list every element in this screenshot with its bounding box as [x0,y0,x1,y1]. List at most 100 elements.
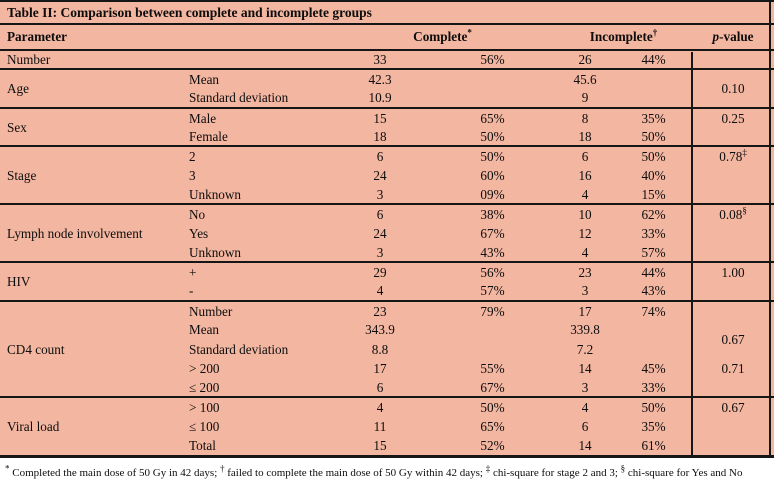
cell-subparameter: Male [185,106,331,128]
cell-subparameter: - [189,283,194,299]
cell-value: 343.9 [365,322,395,338]
incomplete-header-label: Incomplete [589,29,653,44]
cell-value: 6 [581,418,589,434]
footnote-marker: § [620,463,626,474]
cell-pvalue [692,166,774,185]
cell-subparameter: ≤ 200 [189,379,220,395]
cell-pvalue: 0.08§ [692,203,774,224]
cell-value: 42.3 [330,68,431,89]
footnote-marker: ‡ [742,147,747,158]
cell-value: 50% [615,145,693,166]
cell-value: 10.9 [368,90,392,106]
cell-subparameter: Standard deviation [189,90,289,106]
cell-parameter: Viral load [0,396,185,456]
cell-value: 4 [581,244,589,260]
cell-value: 6 [555,145,616,166]
cell-value: 7.2 [576,341,594,357]
cell-pvalue: 0.67 [692,396,774,417]
incomplete-footnote-marker: † [652,27,658,38]
cell-value: 45% [641,360,666,376]
cell-pvalue: 1.00 [692,261,774,282]
table-row: - 4 57% 3 43% [0,282,774,301]
footnote-marker: ‡ [485,463,491,474]
cell-value: 67% [480,379,505,395]
cell-subparameter: ≤ 100 [189,418,220,434]
cell-value: 44% [641,52,666,68]
cell-pvalue [692,378,774,397]
complete-footnote-marker: * [467,27,472,38]
cell-value [615,320,692,339]
cell-value: 17 [555,299,616,321]
cell-subparameter: > 200 [189,360,220,376]
cell-parameter: HIV [0,261,185,301]
table-row: ≤ 200 6 67% 3 33% [0,378,774,397]
cell-value: 33% [641,225,666,241]
cell-subparameter: Yes [189,225,209,241]
cell-pvalue [692,436,774,455]
cell-parameter: Age [0,68,185,108]
complete-header-label: Complete [413,29,468,44]
cell-value: 45.6 [555,68,616,89]
cell-value: 24 [373,167,387,183]
cell-value: 17 [373,360,387,376]
table-row: Standard deviation 10.9 9 [0,89,774,108]
cell-value: 29 [330,261,431,282]
cell-value: 4 [581,186,589,202]
header-row: Parameter Complete* Incomplete† p-value [0,25,774,51]
table-row: > 200 17 55% 14 45% 0.71 [0,359,774,378]
table-row: HIV +29 56% 23 44% 1.00 [0,261,774,301]
cell-value: 40% [641,167,666,183]
cell-parameter: Number [7,52,51,68]
cell-value: 12 [578,225,592,241]
cell-subparameter: 2 [185,145,331,166]
pvalue-p-italic: p [712,29,720,44]
cell-pvalue: 0.10 [692,68,774,108]
cell-subparameter: Total [189,438,216,454]
cell-value: 52% [480,438,505,454]
cell-parameter: Sex [0,106,185,147]
cell-value: 50% [641,128,666,144]
cell-pvalue [692,282,774,301]
cell-subparameter: Female [189,128,228,144]
footnote-marker: * [5,463,10,474]
cell-pvalue [692,299,774,321]
pvalue-column-rule [691,52,693,456]
table-row: Female 18 50% 18 50% [0,127,774,146]
table-row: Age Mean 42.3 45.6 0.10 [0,68,774,108]
table-row: ≤ 100 11 65% 6 35% [0,417,774,436]
table-title: Table II: Comparison between complete an… [0,2,774,25]
cell-value: 79% [430,299,556,321]
cell-value: 23 [555,261,616,282]
table-footnote: * Completed the main dose of 50 Gy in 42… [0,458,774,480]
cell-value: 57% [641,244,666,260]
table-row: Lymph node involvement No 6 38% 10 62% 0.08§ [0,203,774,263]
col-header-pvalue: p-value [692,25,774,51]
col-header-complete: Complete* [330,25,556,51]
table-row: Sex Male 15 65% 8 35% 0.25 [0,106,774,147]
cell-value: 14 [578,438,592,454]
cell-value: 26 [578,52,592,68]
cell-value [430,339,555,358]
cell-pvalue [692,417,774,436]
cell-value: 74% [615,299,693,321]
cell-value: 6 [376,379,384,395]
table-row: Total 15 52% 14 61% [0,436,774,455]
cell-value: 50% [615,396,693,417]
cell-value: 18 [578,128,592,144]
cell-value: 56% [430,261,556,282]
cell-value: 35% [641,418,666,434]
cell-value: 6 [330,145,431,166]
footnote-marker: † [220,463,225,474]
cell-value: 14 [578,360,592,376]
cell-value: 9 [581,90,589,106]
cell-value: 3 [581,283,589,299]
cell-pvalue: 0.71 [721,360,745,376]
cell-value: 33 [373,52,387,68]
cell-value: 50% [430,145,556,166]
cell-value: 57% [480,283,505,299]
table-ii: Table II: Comparison between complete an… [0,0,774,459]
cell-value: 8.8 [371,341,389,357]
cell-value: 67% [480,225,505,241]
cell-value [615,89,692,108]
cell-value: 43% [480,244,505,260]
